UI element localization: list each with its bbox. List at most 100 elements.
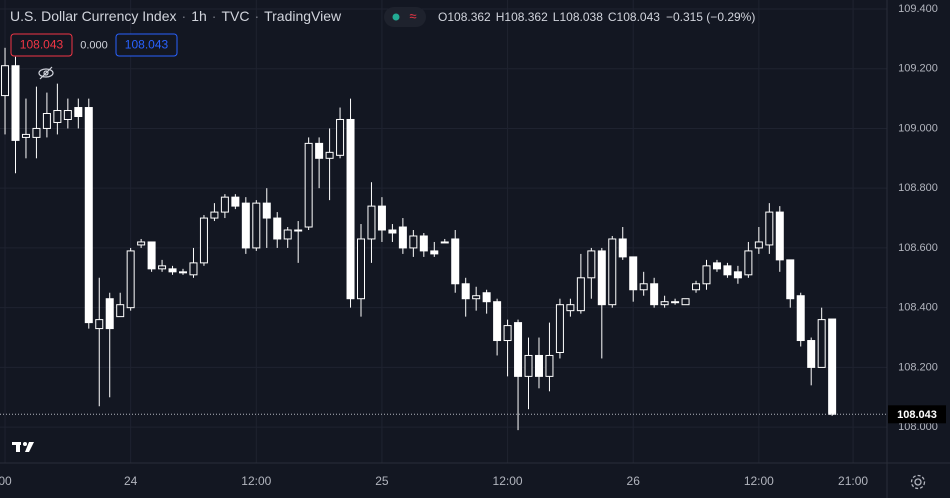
candle-body (325, 151, 334, 159)
candle-body (712, 262, 721, 270)
candle-body (315, 142, 324, 159)
candle-body (126, 250, 135, 309)
candle-body (336, 118, 345, 156)
buy-price: 108.043 (125, 38, 169, 52)
last-price-box (888, 405, 946, 424)
candle-body (409, 235, 418, 249)
candle-body (21, 133, 30, 138)
legend-label: L (553, 10, 560, 24)
x-tick-label: 26 (627, 474, 641, 488)
legend-value: 108.038 (559, 10, 603, 24)
candle-body (765, 211, 774, 246)
candle-body (419, 235, 428, 252)
candle-body (807, 340, 816, 368)
candle-body (555, 304, 564, 353)
candle-body (168, 268, 177, 273)
interval[interactable]: 1h (191, 8, 207, 24)
status-pill[interactable] (384, 7, 426, 27)
candle-body (53, 110, 62, 123)
candle-body (754, 241, 763, 249)
candle-body (503, 325, 512, 342)
candle-body (398, 226, 407, 249)
candle-body (796, 295, 805, 342)
y-tick-label: 108.600 (898, 242, 938, 254)
candle-body (74, 107, 83, 117)
candle-body (775, 211, 784, 261)
candle-body (723, 265, 732, 276)
candle-body (524, 354, 533, 377)
spread: 0.000 (80, 39, 108, 51)
candle-body (116, 304, 125, 318)
candle-body (514, 322, 523, 377)
candle-body (629, 256, 638, 291)
candle-body (304, 142, 313, 228)
candle-body (587, 250, 596, 279)
candle-body (367, 205, 376, 240)
candle-body (650, 283, 659, 306)
price-box[interactable] (10, 33, 73, 57)
candle-body (618, 238, 627, 258)
y-tick-label: 108.000 (898, 421, 938, 433)
candle-body (231, 196, 240, 207)
candle-body (377, 205, 386, 231)
legend-value: 108.362 (504, 10, 548, 24)
x-tick-label: 00 (0, 474, 12, 488)
candle-body (32, 127, 41, 138)
axes: 109.400 109.200 109.000 108.800 108.600 108.4… (0, 3, 946, 488)
candle-body (660, 301, 669, 306)
candle-body (11, 65, 20, 141)
legend-change: −0.315 (−0.29%) (666, 10, 755, 24)
chart-header: U.S. Dollar Currency Index · 1h · TVC · Tradin… (10, 8, 342, 24)
candle-body (199, 217, 208, 264)
y-tick-label: 108.200 (898, 361, 938, 373)
source: TradingView (264, 8, 342, 24)
y-tick-label: 109.400 (898, 3, 938, 15)
candle-body (252, 202, 261, 249)
last-price-label: 108.043 (897, 409, 937, 421)
candle-body (461, 283, 470, 300)
price-box[interactable] (115, 33, 178, 57)
candle-body (828, 318, 837, 415)
candle-body (440, 241, 449, 244)
candle-body (671, 301, 680, 304)
hide-icon[interactable] (38, 66, 54, 80)
candle-body (608, 238, 617, 306)
legend-label: O (438, 10, 447, 24)
market-status (392, 13, 400, 21)
legend-label: C (608, 10, 617, 24)
candle-body (702, 265, 711, 285)
candle-body (273, 217, 282, 240)
candle-body (388, 229, 397, 234)
grid (0, 0, 887, 463)
candle-body (220, 196, 229, 213)
plot-area (0, 47, 887, 431)
candle-body (42, 113, 51, 129)
candle-body (241, 202, 250, 249)
candle-body (472, 295, 481, 300)
legend-label: H (496, 10, 505, 24)
candle-body (137, 241, 146, 246)
candle-body (566, 304, 575, 312)
candle-body (294, 229, 303, 232)
settings-icon[interactable] (910, 474, 926, 490)
x-tick-label: 12:00 (493, 474, 523, 488)
candle-body (283, 229, 292, 240)
ohlc-legend: O108.362 H108.362 L108.038 C108.043 −0.315 (… (438, 10, 755, 24)
candle-body (179, 271, 188, 274)
y-tick-label: 108.800 (898, 182, 938, 194)
candle-body (63, 110, 72, 120)
candle-body (681, 298, 690, 306)
y-tick-label: 109.200 (898, 63, 938, 75)
candle-body (493, 301, 502, 342)
candle-body (356, 238, 365, 300)
candle-body (210, 211, 219, 219)
candle-body (95, 319, 104, 330)
separator: · (182, 8, 187, 24)
candle-body (817, 319, 826, 368)
candle-body (482, 292, 491, 303)
chart-title: U.S. Dollar Currency Index (10, 8, 177, 24)
candle-body (545, 354, 554, 377)
candle-body (430, 250, 439, 255)
